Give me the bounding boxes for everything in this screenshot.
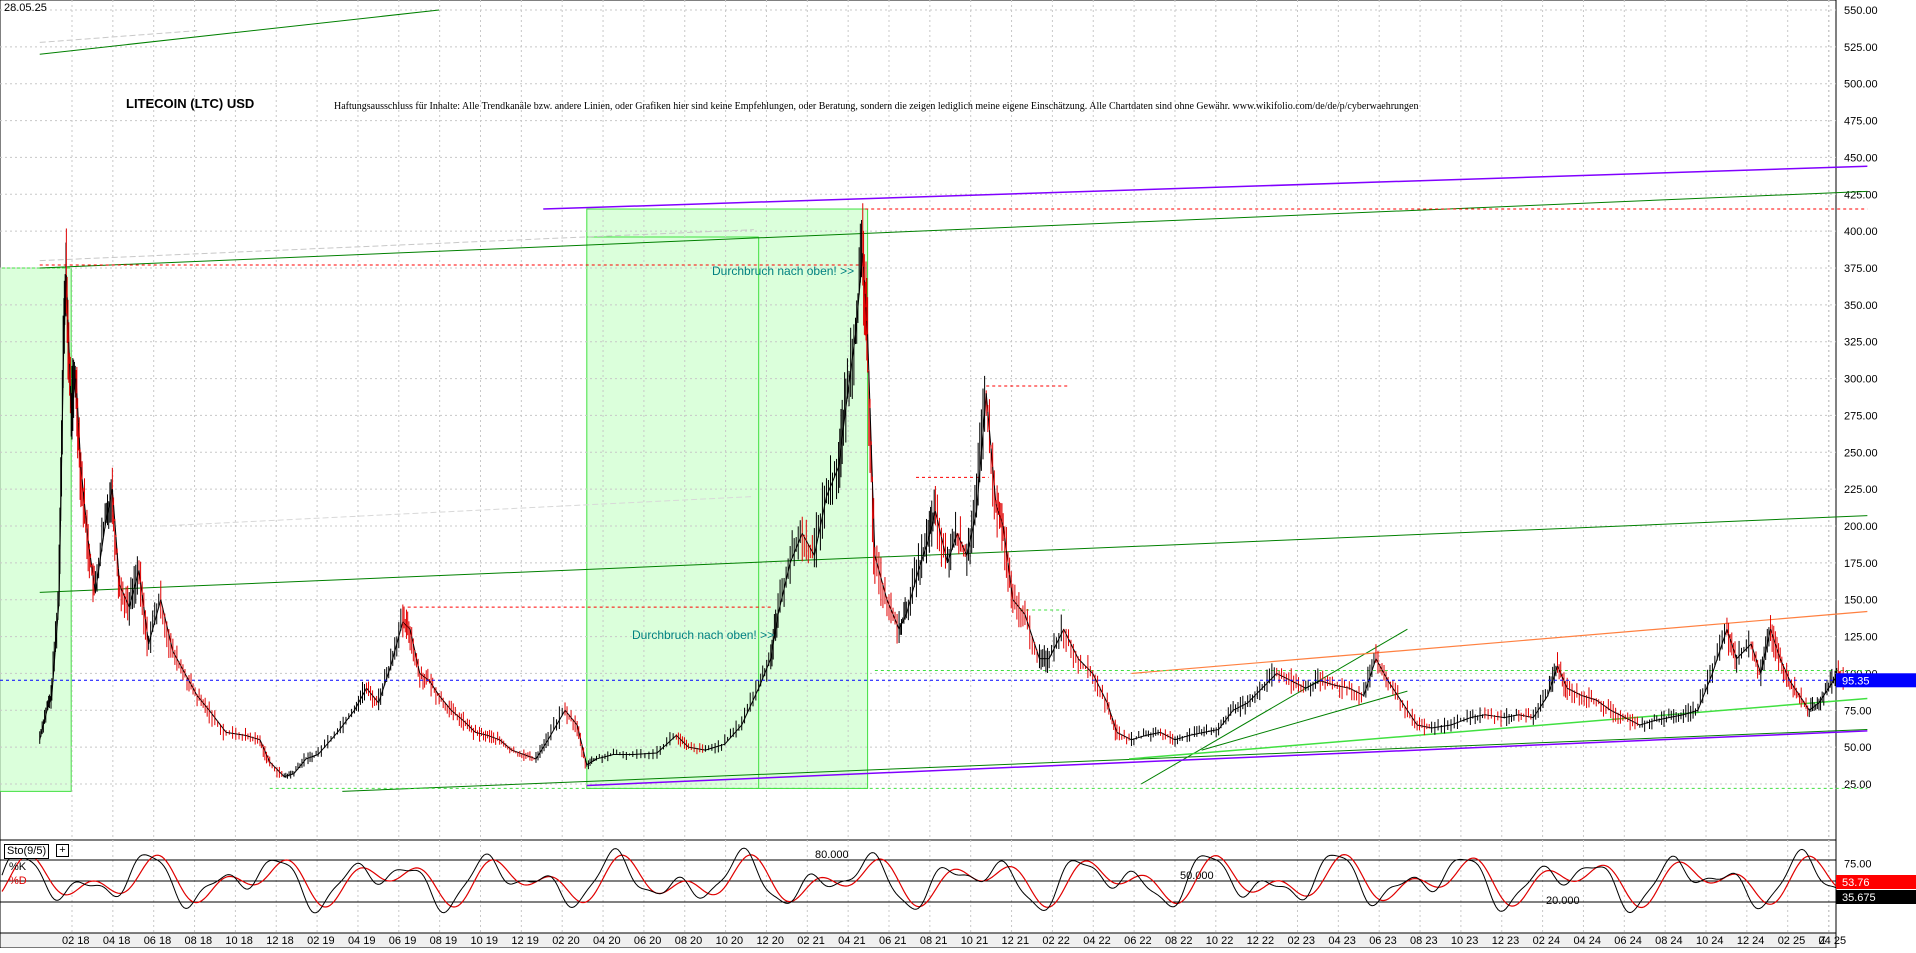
y-tick-label: 325.00 xyxy=(1844,337,1878,349)
x-tick-label: 08 21 xyxy=(920,935,948,947)
x-tick-label: 02 18 xyxy=(62,935,90,947)
x-tick-label: 06 20 xyxy=(634,935,662,947)
y-tick-label: 450.00 xyxy=(1844,152,1878,164)
y-tick-label: 475.00 xyxy=(1844,116,1878,128)
y-tick-label: 300.00 xyxy=(1844,374,1878,386)
x-tick-label: 12 22 xyxy=(1247,935,1275,947)
add-indicator-button[interactable]: + xyxy=(56,844,69,857)
chart-date: 28.05.25 xyxy=(4,2,47,14)
stoch-level-50: 50.000 xyxy=(1180,870,1214,882)
x-tick-label: 02 25 xyxy=(1778,935,1806,947)
x-tick-label: 12 19 xyxy=(511,935,539,947)
x-tick-label: 04 19 xyxy=(348,935,376,947)
stoch-d-label: %D xyxy=(9,875,27,887)
x-tick-label: 04 23 xyxy=(1328,935,1356,947)
current-price-value: 95.35 xyxy=(1842,675,1870,687)
x-tick-label: 04 20 xyxy=(593,935,621,947)
x-tick-label: 06 24 xyxy=(1614,935,1642,947)
x-tick-label: 10 18 xyxy=(225,935,253,947)
x-tick-label: 12 20 xyxy=(756,935,784,947)
chart-title: LITECOIN (LTC) USD xyxy=(126,96,254,111)
y-tick-label: 500.00 xyxy=(1844,79,1878,91)
x-tick-label: 02 23 xyxy=(1288,935,1316,947)
indicator-panel xyxy=(0,840,1836,933)
stoch-level-80: 80.000 xyxy=(815,849,849,861)
y-tick-label: 275.00 xyxy=(1844,410,1878,422)
x-tick-label: 10 22 xyxy=(1206,935,1234,947)
x-tick-label: 10 19 xyxy=(471,935,499,947)
x-tick-label: 08 19 xyxy=(430,935,458,947)
y-tick-label: 250.00 xyxy=(1844,447,1878,459)
y-tick-label: 550.00 xyxy=(1844,5,1878,17)
y-tick-label: 375.00 xyxy=(1844,263,1878,275)
breakout-annotation-upper: Durchbruch nach oben! >> xyxy=(712,264,854,278)
stoch-level-20: 20.000 xyxy=(1546,895,1580,907)
x-tick-label: 04 24 xyxy=(1573,935,1601,947)
price-panel xyxy=(0,0,1836,840)
y-tick-label: 150.00 xyxy=(1844,595,1878,607)
stoch-k-label: %K xyxy=(9,861,26,873)
x-tick-label: 12 23 xyxy=(1492,935,1520,947)
y-tick-label: 400.00 xyxy=(1844,226,1878,238)
price-segment xyxy=(1141,736,1143,737)
y-tick-label: 75.00 xyxy=(1844,705,1872,717)
y-tick-label: 50.00 xyxy=(1844,742,1872,754)
x-tick-label: 12 21 xyxy=(1002,935,1030,947)
x-tick-label: 06 23 xyxy=(1369,935,1397,947)
x-tick-label: 10 21 xyxy=(961,935,989,947)
x-tick-label: 08 24 xyxy=(1655,935,1683,947)
y-tick-label: 525.00 xyxy=(1844,42,1878,54)
x-tick-label: 10 20 xyxy=(716,935,744,947)
stoch-d-value: 35.675 xyxy=(1842,892,1876,904)
indicator-name[interactable]: Sto(9/5) xyxy=(4,844,49,859)
y-tick-label: 200.00 xyxy=(1844,521,1878,533)
disclaimer-text: Haftungsausschluss für Inhalte: Alle Tre… xyxy=(334,101,1419,112)
breakout-zone-2020 xyxy=(587,209,868,788)
x-tick-label: 08 22 xyxy=(1165,935,1193,947)
y-tick-label: 175.00 xyxy=(1844,558,1878,570)
x-tick-label: 10 24 xyxy=(1696,935,1724,947)
stoch-k-value: 53.76 xyxy=(1842,877,1870,889)
x-tick-label: 10 23 xyxy=(1451,935,1479,947)
x-tick-label: 02 21 xyxy=(797,935,825,947)
x-tick-label: 06 18 xyxy=(144,935,172,947)
x-tick-label: 08 20 xyxy=(675,935,703,947)
y-tick-label: 125.00 xyxy=(1844,632,1878,644)
y-tick-label: 350.00 xyxy=(1844,300,1878,312)
x-tick-label: 08 23 xyxy=(1410,935,1438,947)
x-tick-label: 08 18 xyxy=(185,935,213,947)
y-tick-label: 225.00 xyxy=(1844,484,1878,496)
x-tick-label: 02 19 xyxy=(307,935,335,947)
breakout-annotation-lower: Durchbruch nach oben! >> xyxy=(632,628,774,642)
x-tick-label: 04 21 xyxy=(838,935,866,947)
y-tick-label: 425.00 xyxy=(1844,189,1878,201)
y-tick-label: 25.00 xyxy=(1844,779,1872,791)
price-segment xyxy=(596,758,599,759)
stoch-axis-label: 75.00 xyxy=(1844,859,1872,871)
x-tick-label: 02 24 xyxy=(1533,935,1561,947)
x-tick-label: 06 19 xyxy=(389,935,417,947)
x-tick-label: 06 21 xyxy=(879,935,907,947)
x-tick-label: 02 22 xyxy=(1042,935,1070,947)
x-tick-label: 06 22 xyxy=(1124,935,1152,947)
x-tick-label: 02 20 xyxy=(552,935,580,947)
x-tick-label: Z xyxy=(1819,935,1826,947)
x-tick-label: 12 18 xyxy=(266,935,294,947)
x-tick-label: 04 22 xyxy=(1083,935,1111,947)
x-tick-label: 04 18 xyxy=(103,935,131,947)
x-tick-label: 12 24 xyxy=(1737,935,1765,947)
